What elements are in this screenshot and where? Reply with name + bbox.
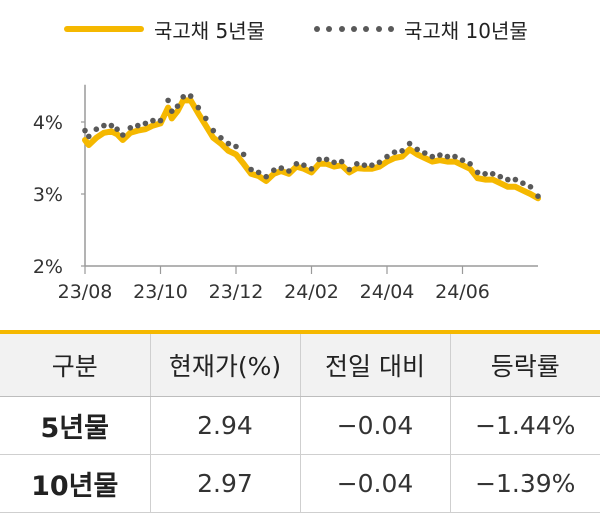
series-point-10y <box>101 122 107 129</box>
row-label: 5년물 <box>0 396 150 455</box>
y-tick-label: 3% <box>33 184 63 206</box>
series-point-10y <box>391 149 398 155</box>
series-point-10y <box>527 184 534 190</box>
series-point-10y <box>346 166 353 173</box>
series-point-10y <box>169 108 175 114</box>
series-point-10y <box>384 153 390 160</box>
change-value: −0.04 <box>299 396 450 455</box>
series-point-10y <box>86 133 92 140</box>
change-value: −0.04 <box>299 454 450 513</box>
series-point-10y <box>233 143 239 150</box>
series-point-10y <box>361 162 368 168</box>
line-chart: 2% 3% 4% 23/08 23/10 23/12 24/02 24/04 24/06 <box>33 84 541 303</box>
header-category: 구분 <box>0 330 150 397</box>
series-point-10y <box>376 159 383 166</box>
chart-legend: 국고채 5년물 국고채 10년물 <box>0 14 600 44</box>
series-point-10y <box>338 158 345 165</box>
series-point-10y <box>210 127 217 134</box>
series-point-10y <box>482 171 488 177</box>
x-tick-label: 23/08 <box>58 281 113 303</box>
series-point-10y <box>452 153 458 160</box>
x-tick-label: 23/12 <box>209 281 264 303</box>
series-point-10y <box>157 117 164 124</box>
series-point-10y <box>467 161 473 167</box>
series-point-10y <box>174 103 181 109</box>
x-tick-label: 24/04 <box>360 281 415 303</box>
legend-swatch-dotted-line <box>314 25 394 33</box>
series-point-10y <box>489 171 496 177</box>
change-rate-value: −1.44% <box>449 396 600 455</box>
series-point-10y <box>286 168 292 174</box>
series-point-10y <box>369 162 375 168</box>
legend-item-10y: 국고채 10년물 <box>314 14 528 44</box>
series-point-10y <box>195 104 202 111</box>
series-point-10y <box>120 132 126 138</box>
series-point-10y <box>263 173 270 180</box>
series-point-10y <box>444 153 451 160</box>
series-point-10y <box>271 167 277 173</box>
series-point-10y <box>399 148 405 154</box>
x-tick-label: 23/10 <box>133 281 188 303</box>
legend-label-10y: 국고채 10년물 <box>404 18 528 43</box>
series-line-5y <box>82 97 541 202</box>
series-point-10y <box>180 94 186 100</box>
current-value: 2.94 <box>149 396 300 455</box>
change-rate-value: −1.39% <box>449 454 600 513</box>
x-tick-label: 24/02 <box>284 281 339 303</box>
series-point-10y <box>414 146 421 153</box>
series-point-10y <box>278 165 285 171</box>
series-point-10y <box>459 157 466 163</box>
series-point-10y <box>187 93 194 99</box>
table-row: 5년물 2.94 −0.04 −1.44% <box>0 396 600 455</box>
header-change-rate: 등락률 <box>449 330 600 397</box>
header-current-price: 현재가(%) <box>149 330 300 397</box>
series-point-10y <box>150 117 156 124</box>
legend-label-5y: 국고채 5년물 <box>154 18 266 43</box>
series-point-10y <box>406 140 413 147</box>
series-point-10y <box>114 126 120 132</box>
x-tick-label: 24/06 <box>435 281 490 303</box>
header-change: 전일 대비 <box>299 330 450 397</box>
y-tick-label: 2% <box>33 256 63 278</box>
series-point-10y <box>512 176 519 183</box>
series-point-10y <box>240 151 247 158</box>
series-point-10y <box>422 150 428 156</box>
series-point-10y <box>301 162 307 168</box>
series-point-10y <box>429 153 436 160</box>
legend-item-5y: 국고채 5년물 <box>64 14 265 44</box>
series-point-10y <box>293 161 300 167</box>
series-point-10y <box>135 122 141 129</box>
series-point-10y <box>127 125 134 131</box>
series-point-10y <box>308 166 315 172</box>
series-point-10y <box>331 159 337 166</box>
y-tick-label: 4% <box>33 112 63 134</box>
series-point-10y <box>497 173 504 180</box>
series-point-10y <box>354 161 360 167</box>
series-point-10y <box>165 97 171 104</box>
series-point-10y <box>535 193 541 199</box>
series-point-10y <box>316 156 322 163</box>
yield-table: 구분 현재가(%) 전일 대비 등락률 5년물 2.94 −0.04 −1.44… <box>0 330 600 513</box>
series-point-10y <box>323 156 330 163</box>
series-point-10y <box>93 126 100 132</box>
series-point-10y <box>437 152 443 158</box>
series-point-10y <box>474 169 481 176</box>
series-point-10y <box>108 122 115 129</box>
series-point-10y <box>248 166 254 173</box>
legend-swatch-solid-line <box>64 26 144 32</box>
table-header-row: 구분 현재가(%) 전일 대비 등락률 <box>0 330 600 397</box>
series-point-10y <box>218 135 224 141</box>
series-point-10y <box>520 180 526 186</box>
series-point-10y <box>255 169 262 176</box>
series-point-10y <box>142 120 149 127</box>
series-point-10y <box>225 140 232 147</box>
series-point-10y <box>505 176 511 183</box>
series-point-10y <box>203 115 209 122</box>
series-point-10y <box>82 127 88 134</box>
